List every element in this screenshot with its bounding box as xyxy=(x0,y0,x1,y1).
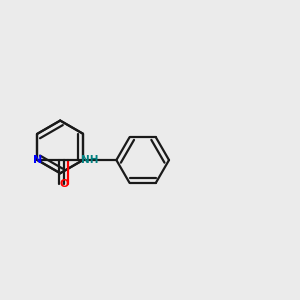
Text: NH: NH xyxy=(81,155,99,165)
Text: N: N xyxy=(33,155,42,165)
Text: O: O xyxy=(59,179,68,189)
